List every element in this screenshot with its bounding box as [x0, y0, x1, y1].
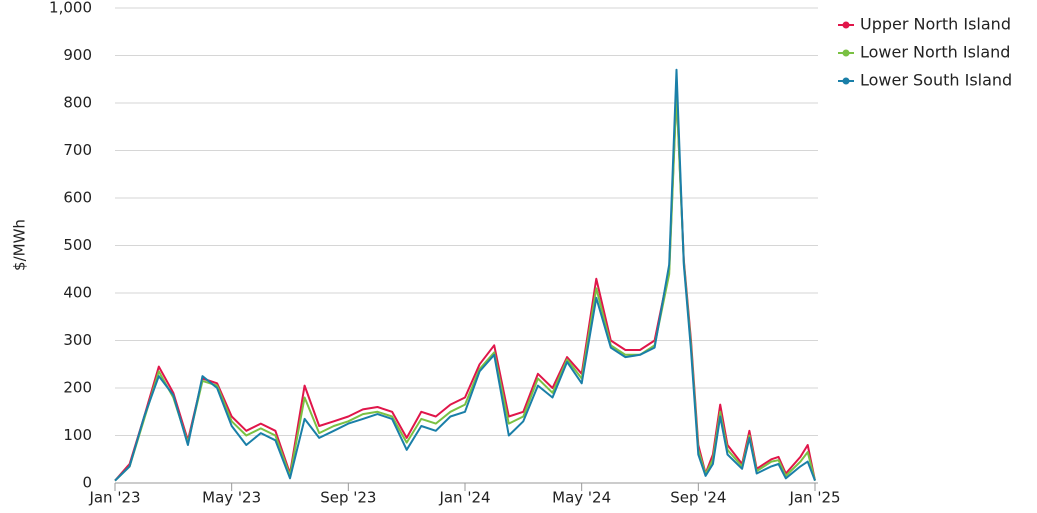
legend-marker: [842, 21, 850, 29]
legend-label: Upper North Island: [860, 15, 1011, 34]
y-tick-label: 0: [82, 474, 92, 492]
y-tick-label: 700: [63, 141, 92, 159]
x-tick-label: May '24: [552, 489, 611, 507]
legend-marker: [842, 49, 850, 57]
x-tick-label: Jan '23: [88, 489, 140, 507]
legend-marker: [842, 77, 850, 85]
legend-label: Lower South Island: [860, 71, 1012, 90]
x-tick-label: Sep '23: [320, 489, 376, 507]
y-tick-label: 100: [63, 426, 92, 444]
y-tick-label: 200: [63, 379, 92, 397]
y-tick-label: 300: [63, 331, 92, 349]
x-tick-label: Sep '24: [670, 489, 726, 507]
y-tick-label: 900: [63, 46, 92, 64]
x-tick-label: May '23: [202, 489, 261, 507]
x-tick-label: Jan '24: [438, 489, 490, 507]
series-line: [114, 90, 816, 482]
x-tick-label: Jan '25: [788, 489, 840, 507]
y-tick-label: 500: [63, 236, 92, 254]
y-tick-label: 1,000: [49, 0, 92, 17]
series-line: [114, 92, 816, 482]
y-axis-label: $/MWh: [11, 219, 29, 271]
y-tick-label: 400: [63, 284, 92, 302]
y-tick-label: 800: [63, 94, 92, 112]
legend-label: Lower North Island: [860, 43, 1010, 62]
series-line: [114, 68, 816, 482]
y-tick-label: 600: [63, 189, 92, 207]
